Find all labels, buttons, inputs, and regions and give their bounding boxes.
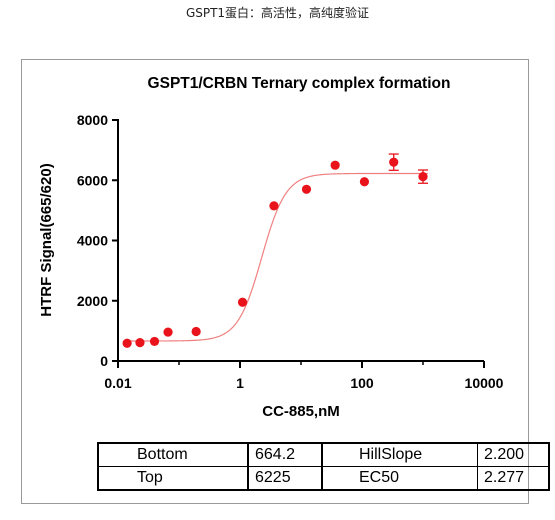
table-cell: Top [97, 466, 249, 491]
axes: 0 2000 4000 6000 8000 0.01 1 100 10000 [77, 112, 504, 391]
x-axis-label: CC-885,nM [262, 403, 340, 420]
parameter-table: Bottom 664.2 HillSlope 2.200 Top 6225 EC… [97, 442, 550, 491]
y-tick-label: 6000 [77, 172, 108, 188]
x-tick-label: 1 [236, 375, 244, 391]
table-cell: EC50 [321, 466, 478, 491]
data-point [330, 160, 340, 170]
y-tick-label: 8000 [77, 112, 108, 128]
data-point [301, 184, 312, 194]
y-axis-label: HTRF Signal(665/620) [38, 163, 55, 316]
y-tick-label: 4000 [77, 233, 108, 249]
data-point [389, 157, 399, 167]
header-caption: GSPT1蛋白：高活性，高纯度验证 [185, 6, 370, 20]
data-point [135, 338, 145, 348]
data-point [191, 326, 201, 337]
x-tick-label: 10000 [465, 375, 504, 391]
y-tick-label: 0 [100, 353, 108, 369]
chart-title: GSPT1/CRBN Ternary complex formation [148, 75, 451, 92]
table-cell: HillSlope [321, 442, 478, 467]
data-point [237, 297, 248, 307]
x-tick-label: 100 [350, 375, 374, 391]
table-cell: 2.277 [477, 466, 550, 491]
table-row: Bottom 664.2 HillSlope 2.200 [97, 442, 550, 467]
table-cell: 2.200 [477, 442, 550, 467]
y-tick-label: 2000 [77, 293, 108, 309]
table-row: Top 6225 EC50 2.277 [97, 466, 550, 491]
data-point [122, 338, 132, 348]
data-point [418, 172, 428, 182]
data-point [359, 177, 370, 187]
table-cell: Bottom [97, 442, 249, 467]
data-point [269, 201, 279, 211]
figure-frame [21, 59, 529, 504]
data-point [149, 336, 160, 347]
x-tick-label: 0.01 [104, 375, 131, 391]
data-points [122, 153, 428, 348]
data-point [163, 327, 173, 337]
table-cell: 664.2 [247, 442, 323, 467]
table-cell: 6225 [247, 466, 323, 491]
fit-curve [123, 172, 428, 342]
